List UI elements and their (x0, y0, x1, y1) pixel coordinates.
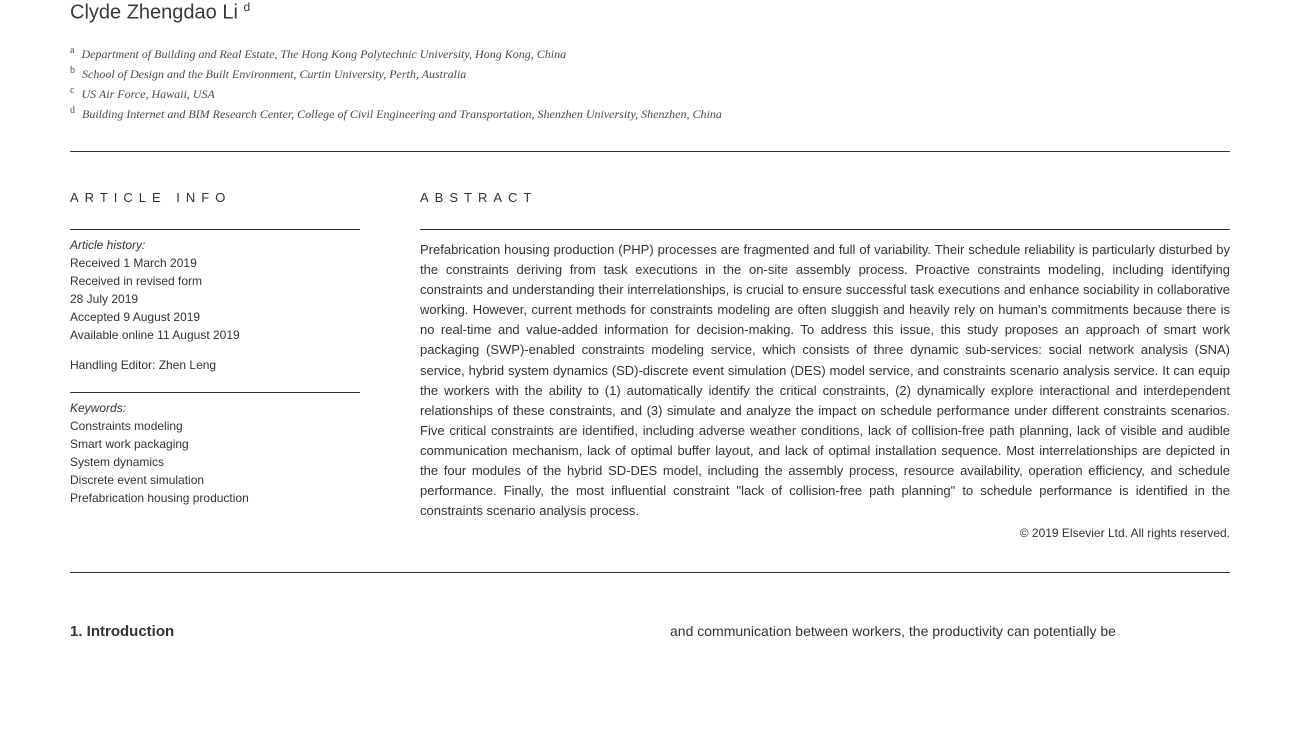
accepted-line: Accepted 9 August 2019 (70, 308, 360, 326)
intro-heading: 1. Introduction (70, 623, 630, 640)
keywords-label: Keywords: (70, 401, 360, 415)
affiliation-b: b School of Design and the Built Environ… (70, 63, 1230, 83)
affiliation-a: a Department of Building and Real Estate… (70, 43, 1230, 63)
abstract-text: Prefabrication housing production (PHP) … (420, 240, 1230, 522)
author-name: Clyde Zhengdao Li d (70, 0, 1230, 25)
keyword-item: Prefabrication housing production (70, 489, 360, 507)
affiliation-text: School of Design and the Built Environme… (82, 67, 466, 81)
affiliation-marker: c (70, 85, 74, 96)
affiliation-c: c US Air Force, Hawaii, USA (70, 83, 1230, 103)
affiliation-d: d Building Internet and BIM Research Cen… (70, 103, 1230, 123)
abstract-header: ABSTRACT (420, 190, 1230, 205)
online-line: Available online 11 August 2019 (70, 326, 360, 344)
revised-date-line: 28 July 2019 (70, 290, 360, 308)
author-text: Clyde Zhengdao Li (70, 2, 238, 24)
keywords-block: Keywords: Constraints modeling Smart wor… (70, 392, 360, 507)
received-line: Received 1 March 2019 (70, 254, 360, 272)
keyword-item: Constraints modeling (70, 417, 360, 435)
keyword-item: System dynamics (70, 453, 360, 471)
info-abstract-section: ARTICLE INFO Article history: Received 1… (70, 152, 1230, 540)
abstract-divider (420, 229, 1230, 230)
article-info-header: ARTICLE INFO (70, 190, 360, 205)
body-section: 1. Introduction and communication betwee… (70, 573, 1230, 640)
copyright-text: © 2019 Elsevier Ltd. All rights reserved… (420, 526, 1230, 540)
abstract-column: ABSTRACT Prefabrication housing producti… (420, 190, 1230, 540)
affiliation-text: US Air Force, Hawaii, USA (81, 87, 214, 101)
body-left-column: 1. Introduction (70, 623, 630, 640)
article-info-column: ARTICLE INFO Article history: Received 1… (70, 190, 360, 540)
affiliation-marker: d (70, 105, 75, 116)
affiliation-marker: b (70, 65, 75, 76)
keyword-item: Smart work packaging (70, 435, 360, 453)
revised-line: Received in revised form (70, 272, 360, 290)
history-block: Article history: Received 1 March 2019 R… (70, 229, 360, 374)
author-marker: d (243, 0, 250, 14)
history-label: Article history: (70, 238, 360, 252)
body-right-text: and communication between workers, the p… (670, 623, 1116, 639)
affiliation-text: Department of Building and Real Estate, … (81, 47, 566, 61)
body-right-column: and communication between workers, the p… (670, 623, 1230, 640)
affiliations-block: a Department of Building and Real Estate… (70, 43, 1230, 123)
keyword-item: Discrete event simulation (70, 471, 360, 489)
affiliation-marker: a (70, 45, 74, 56)
affiliation-text: Building Internet and BIM Research Cente… (82, 107, 722, 121)
editor-line: Handling Editor: Zhen Leng (70, 356, 360, 374)
